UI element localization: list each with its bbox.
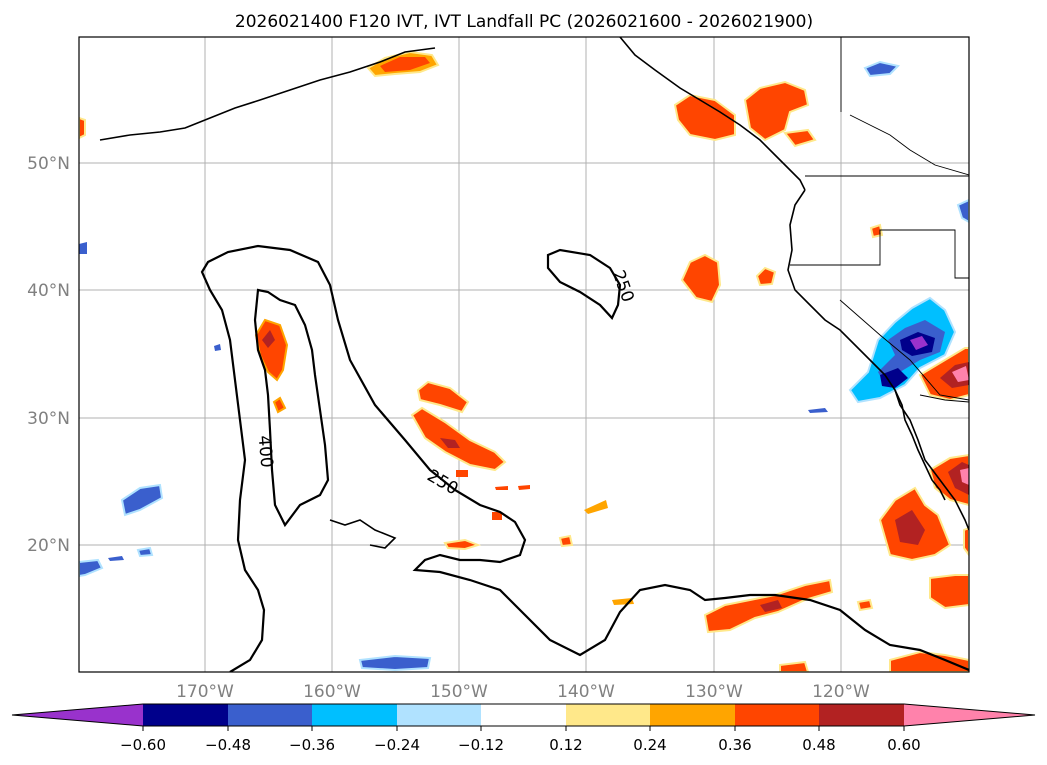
lat-label-40n: 40°N	[27, 281, 70, 301]
colorbar-label-neg-060: −0.60	[120, 736, 166, 754]
coastline-baja	[894, 389, 946, 501]
coastline-alaska-bc	[619, 37, 806, 191]
colorbar-label-pos-024: 0.24	[633, 736, 666, 754]
nc-region-bottom	[358, 654, 432, 672]
colorbar-label-pos-012: 0.12	[549, 736, 582, 754]
pc-region-socal-peak	[952, 366, 969, 382]
pc-region-20n-150w	[443, 538, 482, 551]
political-borders	[790, 37, 969, 403]
nc-region-california-south	[880, 368, 908, 388]
colorbar-seg-neg-048	[228, 704, 313, 726]
colorbar-seg-pos-036	[735, 704, 820, 726]
figure-title: 2026021400 F120 IVT, IVT Landfall PC (20…	[235, 12, 813, 32]
nc-region-california-peak	[910, 336, 928, 350]
pc-region-small-4	[518, 485, 530, 490]
pc-region-small-3	[495, 486, 508, 490]
pc-region-mexico-south	[929, 574, 969, 610]
pc-region-20n-140w	[558, 534, 574, 548]
pc-region-165w-small	[272, 396, 287, 414]
lon-label-120w: 120°W	[812, 682, 870, 702]
positive-pc-regions	[79, 50, 969, 672]
pc-region-bc-small	[783, 128, 817, 148]
colorbar-label-neg-024: −0.24	[374, 736, 420, 754]
negative-pc-regions	[79, 60, 969, 672]
pc-region-small-2	[584, 500, 608, 514]
lon-label-140w: 140°W	[557, 682, 615, 702]
contour-400	[253, 288, 330, 528]
border-states-north	[790, 229, 969, 279]
map-background	[79, 37, 969, 672]
pc-region-bottom-mid	[779, 660, 810, 672]
pc-region-40n-small	[755, 266, 777, 287]
lat-label-50n: 50°N	[27, 154, 70, 174]
pc-region-baja-peak	[960, 468, 969, 485]
pc-region-150w-north	[416, 380, 470, 414]
pc-region-150w-core	[440, 438, 460, 448]
pc-region-15n-core	[760, 600, 782, 612]
border-canada-provinces	[849, 114, 969, 176]
border-california-nevada	[839, 299, 969, 401]
colorbar-seg-pos-012	[566, 704, 651, 726]
coastlines	[99, 37, 969, 549]
contour-250-north	[546, 248, 622, 320]
colorbar-seg-neg-024	[397, 704, 482, 726]
nc-region-north-edge	[956, 198, 969, 224]
colorbar-label-pos-048: 0.48	[802, 736, 835, 754]
lon-label-160w: 160°W	[303, 682, 361, 702]
nc-region-small-2	[136, 546, 154, 558]
pc-region-small-5	[492, 512, 502, 520]
pc-region-mexico-edge	[963, 526, 969, 557]
colorbar-seg-neutral	[481, 704, 566, 726]
colorbar-label-neg-012: −0.12	[458, 736, 504, 754]
colorbar-seg-pos-048	[819, 704, 904, 726]
colorbar-label-neg-048: −0.48	[205, 736, 251, 754]
coastline-hawaii	[329, 519, 397, 549]
colorbar-label-pos-060: 0.60	[887, 736, 920, 754]
colorbar-seg-neg-036	[312, 704, 397, 726]
map-frame	[78, 36, 970, 673]
nc-region-west-edge-south	[79, 558, 104, 578]
colorbar-extend-low	[12, 704, 143, 726]
colorbar-label-pos-036: 0.36	[718, 736, 751, 754]
ivt-contours	[200, 244, 969, 672]
pc-region-40n-east	[680, 253, 722, 304]
pc-region-alaska-core	[380, 57, 430, 72]
pc-region-bottom-right	[889, 650, 969, 672]
lat-label-20n: 20°N	[27, 536, 70, 556]
pc-region-bc-coast	[673, 93, 736, 142]
nc-region-small-1	[108, 556, 124, 561]
colorbar: −0.60 −0.48 −0.36 −0.24 −0.12 0.12 0.24 …	[11, 703, 1036, 754]
nc-region-top-right	[863, 60, 900, 78]
map-content	[79, 37, 969, 672]
pc-region-165w-core	[262, 330, 275, 348]
nc-region-offshore	[808, 408, 828, 413]
border-us-mexico	[919, 394, 969, 403]
colorbar-ticks	[142, 726, 905, 731]
colorbar-label-neg-036: −0.36	[289, 736, 335, 754]
pc-region-small-6	[456, 470, 468, 477]
pc-region-bc-north	[743, 80, 810, 142]
pc-region-150w-band	[410, 406, 507, 472]
lon-label-170w: 170°W	[176, 682, 234, 702]
pc-region-15n-small	[856, 598, 874, 612]
contour-label-400: 400	[254, 435, 277, 469]
nc-region-tiny	[214, 344, 221, 351]
colorbar-seg-pos-024	[650, 704, 735, 726]
pc-region-west-edge	[79, 116, 86, 140]
contour-250-main	[200, 244, 969, 672]
pc-region-mexico-west-core	[895, 510, 925, 545]
colorbar-extend-high	[904, 704, 1035, 726]
pc-region-idaho	[869, 223, 884, 239]
lon-label-150w: 150°W	[430, 682, 488, 702]
coastline-us-west	[787, 189, 969, 531]
coastline-aleutians	[99, 47, 436, 141]
nc-region-175w	[120, 483, 164, 517]
gridlines	[79, 37, 969, 672]
lat-label-30n: 30°N	[27, 409, 70, 429]
nc-region-west-edge-north	[79, 242, 87, 254]
colorbar-seg-neg-060	[143, 704, 228, 726]
lon-label-130w: 130°W	[685, 682, 743, 702]
